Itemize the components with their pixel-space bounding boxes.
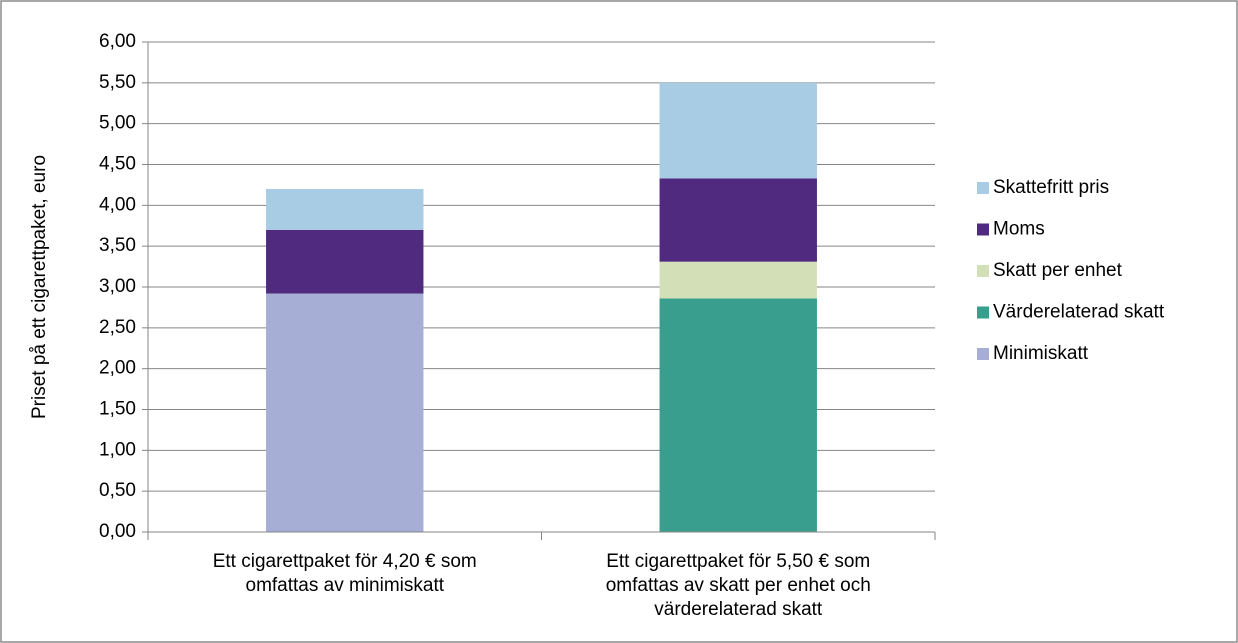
bar-segment: [659, 261, 817, 299]
y-tick-label: 4,50: [99, 154, 136, 175]
y-tick-label: 2,50: [99, 317, 136, 338]
legend-label: Skattefritt pris: [993, 177, 1109, 198]
bar-segment: [266, 293, 424, 532]
bar-segment: [659, 298, 817, 532]
legend-label: Skatt per enhet: [993, 260, 1123, 281]
legend-swatch: [977, 265, 989, 277]
bar-segment: [659, 82, 817, 179]
y-tick-label: 0,00: [99, 521, 136, 542]
bar-segment: [659, 178, 817, 262]
y-tick-label: 5,00: [99, 113, 136, 134]
x-tick-label: värderelaterad skatt: [654, 599, 823, 620]
bar-segment: [266, 189, 424, 230]
y-axis-label: Priset på ett cigarettpaket, euro: [29, 155, 50, 419]
y-tick-label: 1,00: [99, 439, 136, 460]
legend-swatch: [977, 306, 989, 319]
y-tick-label: 4,00: [99, 194, 136, 215]
y-tick-label: 0,50: [99, 480, 136, 501]
y-tick-label: 6,00: [99, 31, 136, 52]
legend-label: Värderelaterad skatt: [993, 302, 1165, 323]
legend-swatch: [977, 348, 989, 360]
y-tick-label: 3,50: [99, 235, 136, 256]
y-tick-label: 1,50: [99, 399, 136, 420]
x-tick-label: Ett cigarettpaket för 4,20 € som: [213, 551, 477, 572]
legend-label: Minimiskatt: [993, 343, 1089, 364]
legend-swatch: [977, 182, 989, 194]
x-tick-label: omfattas av minimiskatt: [246, 575, 445, 596]
y-tick-label: 2,00: [99, 358, 136, 379]
bar-segment: [266, 229, 424, 294]
y-tick-label: 3,00: [99, 276, 136, 297]
x-tick-label: Ett cigarettpaket för 5,50 € som: [606, 551, 870, 572]
legend-label: Moms: [993, 219, 1045, 240]
x-tick-label: omfattas av skatt per enhet och: [606, 575, 871, 596]
y-tick-label: 5,50: [99, 72, 136, 93]
legend-swatch: [977, 223, 989, 236]
